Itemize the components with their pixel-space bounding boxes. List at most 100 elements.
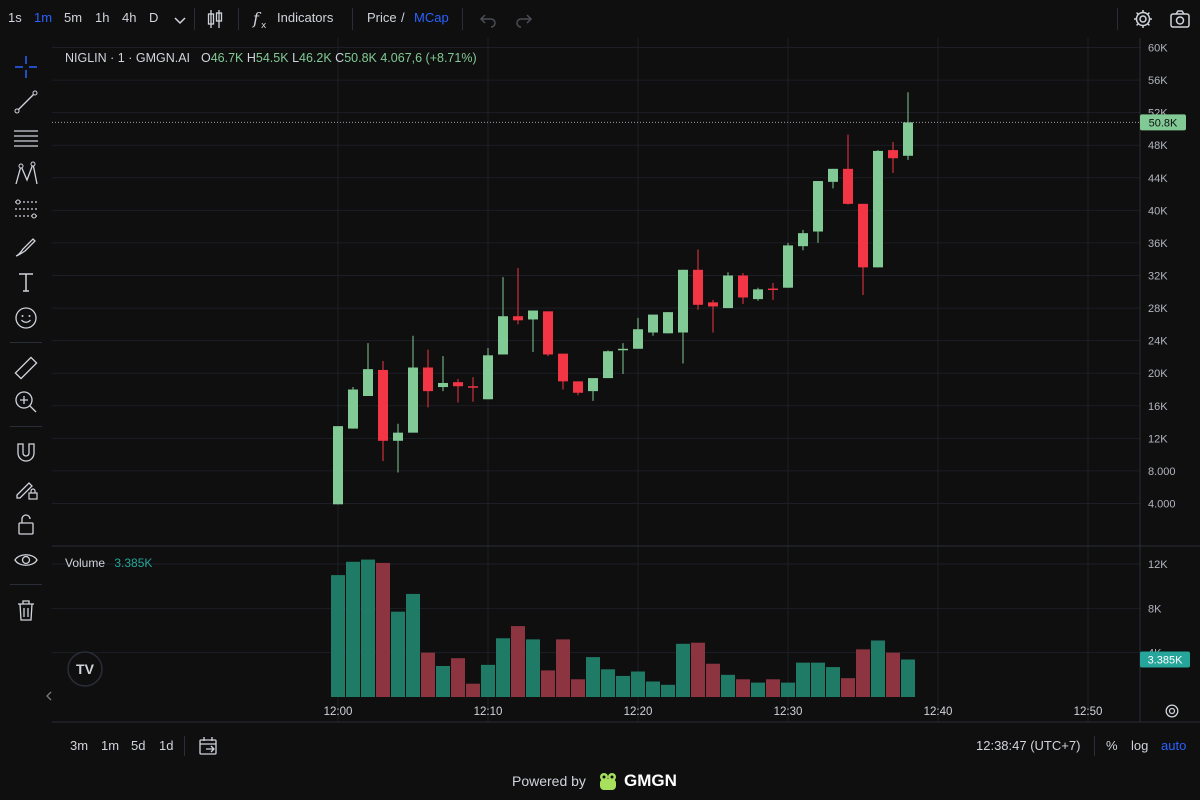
range-1m[interactable]: 1m [101, 738, 120, 753]
volume-bar [631, 671, 645, 697]
svg-text:x: x [261, 21, 267, 31]
candle-body [753, 289, 763, 300]
volume-bar [856, 649, 870, 697]
volume-value: 3.385K [114, 556, 153, 570]
volume-bar [391, 611, 405, 697]
candlestick-type-icon[interactable] [203, 7, 227, 31]
indicators-button[interactable]: Indicators [277, 10, 334, 25]
calendar-goto-icon[interactable] [196, 734, 220, 758]
auto-toggle[interactable]: auto [1161, 738, 1187, 753]
candle-body [513, 316, 523, 321]
time-tick-label: 12:20 [624, 706, 653, 718]
ruler-icon[interactable] [12, 354, 40, 382]
candle-body [843, 168, 853, 204]
horizontal-lines-icon[interactable] [12, 124, 40, 152]
undo-icon[interactable] [476, 7, 500, 31]
range-5d[interactable]: 5d [131, 738, 146, 753]
trend-line-icon[interactable] [12, 88, 40, 116]
volume-bar [511, 626, 525, 697]
interval-1s[interactable]: 1s [8, 10, 22, 25]
symbol-title[interactable]: NIGLIN · 1 · GMGN.AI [65, 51, 191, 65]
volume-bar [616, 675, 630, 697]
interval-4h[interactable]: 4h [122, 10, 137, 25]
volume-bar [406, 593, 420, 697]
footer: Powered by GMGN [0, 762, 1200, 800]
clock-timezone[interactable]: 12:38:47 (UTC+7) [976, 738, 1081, 753]
brush-icon[interactable] [12, 232, 40, 260]
volume-bar [811, 662, 825, 697]
volume-bar [796, 662, 810, 697]
candle-body [678, 269, 688, 333]
candle-body [498, 316, 508, 355]
volume-bar [361, 559, 375, 697]
magnet-icon[interactable] [12, 438, 40, 466]
axis-settings-gear-icon[interactable] [1162, 701, 1182, 721]
interval-d[interactable]: D [149, 10, 159, 25]
candle-body [483, 355, 493, 400]
camera-icon[interactable] [1168, 7, 1192, 31]
volume-bar [721, 674, 735, 697]
candle-body [588, 378, 598, 392]
volume-bar [331, 575, 345, 697]
range-1d[interactable]: 1d [159, 738, 174, 753]
low-value: 46.2K [299, 51, 332, 65]
chevron-down-icon[interactable] [168, 8, 192, 32]
candle-body [408, 367, 418, 433]
candle-body [603, 351, 613, 379]
high-label: H [246, 51, 256, 65]
last-price-badge [1140, 114, 1186, 131]
candle-body [663, 312, 673, 334]
change-value: 4.067,6 (+8.71%) [380, 51, 477, 65]
candle-body [873, 150, 883, 268]
volume-bar [781, 682, 795, 697]
interval-1m[interactable]: 1m [34, 10, 53, 25]
lock-drawing-icon[interactable] [12, 474, 40, 502]
volume-bar [736, 679, 750, 697]
percent-toggle[interactable]: % [1106, 738, 1118, 753]
candle-body [708, 302, 718, 307]
gmgn-frog-logo-icon [600, 773, 616, 790]
volume-bar [496, 638, 510, 697]
mcap-toggle[interactable]: MCap [414, 10, 449, 25]
volume-badge [1140, 651, 1190, 668]
interval-5m[interactable]: 5m [64, 10, 83, 25]
candle-body [468, 386, 478, 388]
volume-legend: Volume 3.385K [65, 556, 152, 570]
volume-label[interactable]: Volume [65, 556, 106, 570]
volume-bar [601, 669, 615, 697]
volume-bar [826, 667, 840, 697]
candle-body [363, 369, 373, 397]
range-3m[interactable]: 3m [70, 738, 89, 753]
interval-1h[interactable]: 1h [95, 10, 110, 25]
gear-icon[interactable] [1131, 7, 1155, 31]
high-value: 54.5K [255, 51, 289, 65]
zoom-in-icon[interactable] [12, 388, 40, 416]
trash-icon[interactable] [12, 596, 40, 624]
redo-icon[interactable] [512, 7, 536, 31]
candle-body [378, 369, 388, 441]
price-toggle[interactable]: Price [367, 10, 397, 25]
lock-icon[interactable] [12, 510, 40, 538]
collapse-arrow-icon[interactable] [44, 690, 54, 702]
log-toggle[interactable]: log [1131, 738, 1149, 753]
candle-body [903, 122, 913, 156]
candle-body [633, 329, 643, 349]
volume-bar [646, 681, 660, 697]
close-value: 50.8K [344, 51, 377, 65]
time-tick-label: 12:40 [924, 706, 953, 718]
emoji-icon[interactable] [12, 304, 40, 332]
eye-icon[interactable] [12, 546, 40, 574]
text-tool-icon[interactable] [12, 268, 40, 296]
crosshair-icon[interactable] [12, 53, 40, 81]
volume-bar [901, 659, 915, 697]
candle-body [813, 181, 823, 232]
fib-retracement-icon[interactable] [12, 196, 40, 224]
pattern-icon[interactable] [12, 160, 40, 188]
volume-bar [691, 642, 705, 697]
toolbar-divider [462, 8, 463, 30]
volume-bar [376, 562, 390, 697]
volume-bar [766, 679, 780, 697]
volume-bar [556, 639, 570, 697]
